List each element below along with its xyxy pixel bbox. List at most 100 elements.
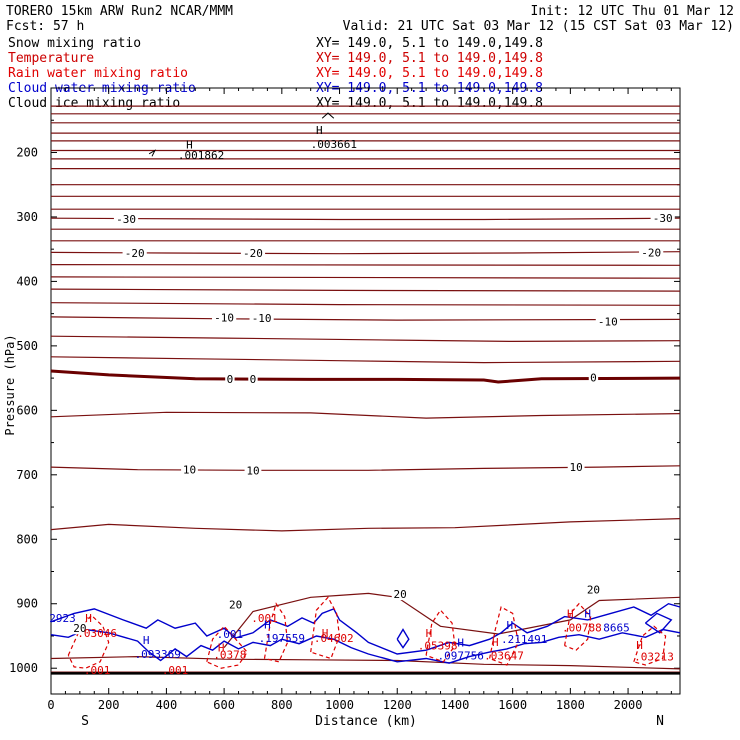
- cloud-ice-contour: [148, 149, 157, 157]
- legend-temperature-xy: XY= 149.0, 5.1 to 149.0,149.8: [316, 51, 543, 66]
- legend-snow: Snow mixing ratio: [8, 36, 141, 51]
- isotherm-line: [50, 655, 681, 670]
- rain-water-contour: [263, 602, 289, 663]
- max-value-label: .211491: [501, 633, 547, 646]
- isotherm-label: 10: [183, 464, 196, 477]
- max-value-label: .001: [217, 628, 244, 641]
- isotherm-label-bg: [585, 583, 602, 596]
- valid-time: Valid: 21 UTC Sat 03 Mar 12 (15 CST Sat …: [343, 19, 734, 34]
- isotherm-label: -20: [243, 247, 263, 260]
- max-value-label: .001: [84, 664, 111, 677]
- x-tick-label: 600: [213, 698, 235, 712]
- end-label: N: [656, 714, 664, 729]
- y-tick-label: 700: [16, 468, 38, 482]
- cloud-water-contour: [396, 628, 410, 649]
- rain-water-contour: [67, 614, 110, 669]
- max-value-label: .03213: [634, 651, 674, 664]
- isotherm-line: [50, 276, 681, 279]
- cloud-water-contour: [644, 612, 673, 634]
- x-tick-label: 1800: [556, 698, 585, 712]
- max-value-label: H: [506, 619, 513, 632]
- rain-water-contour: [564, 602, 592, 651]
- isotherm-label: 0: [590, 371, 597, 384]
- legend-snow-xy: XY= 149.0, 5.1 to 149.0,149.8: [316, 36, 543, 51]
- isotherm-label: 10: [570, 461, 583, 474]
- isotherm-label: -10: [252, 312, 272, 325]
- max-value-label: .003661: [311, 138, 357, 151]
- x-tick-label: 1200: [383, 698, 412, 712]
- rain-water-contour: [310, 596, 341, 660]
- y-tick-label: 200: [16, 145, 38, 159]
- isotherm-line: [50, 465, 681, 471]
- isotherm-label: -30: [653, 212, 673, 225]
- rain-water-contour: [425, 609, 456, 663]
- max-value-label: .097756: [438, 649, 484, 662]
- max-value-label: H: [85, 612, 92, 625]
- isotherm-line: [50, 302, 681, 306]
- max-value-label: .001: [162, 664, 189, 677]
- isotherm-label-bg: [567, 461, 585, 474]
- max-value-label: .03046: [77, 627, 117, 640]
- isotherm-label: -10: [598, 315, 618, 328]
- plot-area: 0 200 400 600 800 1000 1200 1400 1600 1800 2000200…: [9, 87, 681, 712]
- y-tick-label: 500: [16, 339, 38, 353]
- isotherm-line: [50, 335, 681, 343]
- x-tick-label: 400: [156, 698, 178, 712]
- isotherm-label-bg: [71, 622, 89, 635]
- max-value-label: H: [143, 634, 150, 647]
- rain-water-contour: [489, 606, 520, 666]
- y-tick-label: 800: [16, 532, 38, 546]
- x-tick-label: 200: [98, 698, 120, 712]
- max-value-label: H: [264, 618, 271, 631]
- isotherm-label: -20: [125, 247, 145, 260]
- max-value-label: .05398: [418, 640, 458, 653]
- isotherm-label-bg: [225, 372, 235, 385]
- isotherm-label-bg: [249, 312, 274, 325]
- max-value-label: H: [322, 627, 329, 640]
- max-value-label: H: [584, 607, 591, 620]
- isotherm-label-bg: [113, 212, 139, 225]
- isotherm-label-bg: [122, 247, 147, 260]
- isotherm-label-bg: [391, 588, 409, 601]
- isotherm-label-bg: [248, 372, 258, 385]
- y-tick-label: 900: [16, 597, 38, 611]
- isotherm-label-bg: [240, 247, 266, 260]
- init-time: Init: 12 UTC Thu 01 Mar 12: [531, 4, 735, 19]
- max-value-label: H: [186, 139, 193, 152]
- max-value-label: H: [636, 639, 643, 652]
- max-value-label: .093369: [135, 648, 181, 661]
- max-value-label: .001862: [178, 149, 224, 162]
- legend-cloud-ice: Cloud ice mixing ratio: [8, 96, 180, 111]
- max-value-label: .04602: [314, 632, 354, 645]
- legend-temperature: Temperature: [8, 51, 94, 66]
- y-tick-label: 300: [16, 210, 38, 224]
- isotherm-label: -10: [214, 312, 234, 325]
- legend: Snow mixing ratio XY= 149.0, 5.1 to 149.…: [8, 36, 543, 111]
- rain-water-contour: [206, 625, 248, 669]
- y-axis-title: Pressure (hPa): [3, 334, 17, 435]
- max-value-label: H: [426, 627, 433, 640]
- model-title: TORERO 15km ARW Run2 NCAR/MMM: [6, 4, 233, 19]
- y-tick-label: 1000: [9, 661, 38, 675]
- isotherm-label: -30: [116, 213, 136, 226]
- start-label: S: [81, 714, 89, 729]
- isotherm-label-bg: [588, 371, 599, 384]
- isotherm-line: [50, 288, 681, 292]
- max-value-label: .001: [251, 612, 278, 625]
- legend-cloud-ice-xy: XY= 149.0, 5.1 to 149.0,149.8: [316, 96, 543, 111]
- cloud-water-contour: [50, 628, 681, 664]
- cloud-water-contour: [50, 602, 681, 655]
- forecast-hour: Fcst: 57 h: [6, 19, 84, 34]
- max-value-label: H: [567, 607, 574, 620]
- legend-rain-xy: XY= 149.0, 5.1 to 149.0,149.8: [316, 66, 543, 81]
- isotherm-label: 20: [229, 598, 242, 611]
- isotherm-label-bg: [212, 311, 237, 324]
- isotherm-label-bg: [181, 463, 198, 476]
- x-tick-label: 1000: [325, 698, 354, 712]
- isotherm-line: [50, 217, 681, 221]
- legend-rain: Rain water mixing ratio: [8, 66, 188, 81]
- isotherm-line: [50, 518, 681, 532]
- isotherm-label: 20: [587, 584, 600, 597]
- max-value-label: .03647: [484, 649, 524, 662]
- max-value-label: .0378: [213, 649, 246, 662]
